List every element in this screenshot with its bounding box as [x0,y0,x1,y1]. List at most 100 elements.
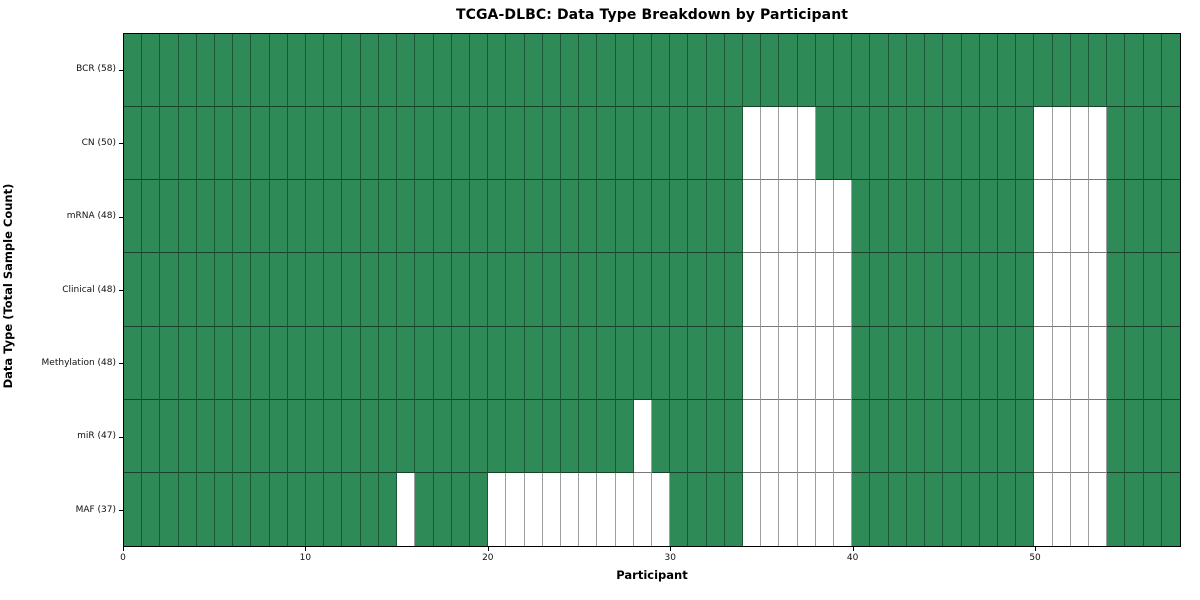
heatmap-cell-CN-21 [506,107,525,181]
heatmap-cell-BCR-17 [433,34,452,108]
heatmap-cell-BCR-13 [360,34,379,108]
heatmap-cell-miR-21 [506,399,525,473]
heatmap-cell-Methylation-44 [925,326,944,400]
heatmap-cell-Methylation-6 [233,326,252,400]
heatmap-cell-BCR-12 [342,34,361,108]
heatmap-cell-mRNA-19 [469,180,489,254]
heatmap-cell-CN-51 [1052,107,1071,181]
heatmap-cell-miR-5 [215,399,234,473]
heatmap-cell-CN-9 [287,107,307,181]
heatmap-cell-mRNA-17 [433,180,452,254]
heatmap-cell-mRNA-56 [1143,180,1162,254]
heatmap-cell-BCR-47 [979,34,998,108]
heatmap-cell-CN-55 [1125,107,1144,181]
heatmap-cell-BCR-3 [178,34,197,108]
heatmap-cell-MAF-5 [215,472,234,546]
heatmap-cell-mRNA-33 [724,180,744,254]
x-tick-label-20: 20 [482,553,494,563]
heatmap-cell-Methylation-3 [178,326,197,400]
heatmap-cell-mRNA-24 [560,180,580,254]
heatmap-cell-mRNA-28 [633,180,652,254]
heatmap-cell-MAF-41 [870,472,889,546]
heatmap-cell-CN-43 [906,107,926,181]
heatmap-cell-Clinical-23 [542,253,561,327]
heatmap-cell-miR-3 [178,399,197,473]
heatmap-cell-BCR-35 [761,34,780,108]
heatmap-cell-BCR-57 [1161,34,1180,108]
heatmap-cell-CN-17 [433,107,452,181]
heatmap-cell-miR-22 [524,399,543,473]
heatmap-cell-Methylation-24 [560,326,580,400]
heatmap-cell-CN-31 [688,107,707,181]
heatmap-cell-miR-13 [360,399,379,473]
heatmap-cell-Clinical-55 [1125,253,1144,327]
heatmap-cell-mRNA-35 [761,180,780,254]
heatmap-cell-CN-11 [324,107,343,181]
heatmap-cell-mRNA-27 [615,180,634,254]
heatmap-cell-MAF-24 [560,472,580,546]
heatmap-cell-mRNA-55 [1125,180,1144,254]
heatmap-cell-mRNA-20 [488,180,507,254]
x-tick-50 [1035,547,1037,551]
plot-area: Present Absent [123,33,1181,547]
heatmap-cell-BCR-31 [688,34,707,108]
heatmap-cell-BCR-53 [1088,34,1108,108]
heatmap-cell-Clinical-1 [142,253,161,327]
heatmap-cell-Methylation-39 [834,326,853,400]
x-tick-0 [123,547,124,551]
heatmap-cell-Clinical-34 [743,253,762,327]
heatmap-cell-miR-4 [196,399,216,473]
heatmap-cell-BCR-48 [997,34,1017,108]
y-tick-MAF [119,510,123,512]
heatmap-cell-Methylation-23 [542,326,561,400]
heatmap-cell-Methylation-30 [670,326,689,400]
heatmap-cell-CN-24 [560,107,580,181]
heatmap-cell-Methylation-40 [852,326,871,400]
heatmap-cell-Clinical-37 [797,253,816,327]
heatmap-cell-CN-12 [342,107,361,181]
heatmap-cell-Clinical-56 [1143,253,1162,327]
heatmap-cell-Clinical-3 [178,253,197,327]
heatmap-cell-CN-10 [306,107,325,181]
heatmap-cell-mRNA-25 [579,180,598,254]
heatmap-cell-BCR-36 [779,34,798,108]
heatmap-cell-mRNA-1 [142,180,161,254]
heatmap-cell-MAF-38 [815,472,835,546]
heatmap-cell-MAF-29 [651,472,671,546]
heatmap-cell-BCR-34 [743,34,762,108]
heatmap-cell-MAF-30 [670,472,689,546]
heatmap-cell-Methylation-2 [160,326,179,400]
heatmap-cell-CN-26 [597,107,616,181]
heatmap-cell-Methylation-54 [1107,326,1126,400]
heatmap-cell-BCR-45 [943,34,962,108]
heatmap-cell-CN-5 [215,107,234,181]
x-axis-label: Participant [616,568,688,582]
x-tick-10 [305,547,307,551]
heatmap-cell-miR-1 [142,399,161,473]
heatmap-cell-MAF-47 [979,472,998,546]
y-tick-label-Clinical: Clinical (48) [62,284,116,295]
heatmap-cell-miR-29 [651,399,671,473]
heatmap-cell-BCR-56 [1143,34,1162,108]
heatmap-cell-CN-47 [979,107,998,181]
heatmap-cell-Methylation-10 [306,326,325,400]
heatmap-cell-MAF-53 [1088,472,1108,546]
heatmap-cell-Methylation-38 [815,326,835,400]
heatmap-cell-Methylation-41 [870,326,889,400]
heatmap-cell-BCR-25 [579,34,598,108]
heatmap-cell-MAF-54 [1107,472,1126,546]
x-tick-30 [670,547,672,551]
heatmap-cell-mRNA-2 [160,180,179,254]
heatmap-cell-Clinical-9 [287,253,307,327]
heatmap-cell-BCR-26 [597,34,616,108]
heatmap-cell-Clinical-41 [870,253,889,327]
heatmap-cell-CN-2 [160,107,179,181]
heatmap-cell-Methylation-26 [597,326,616,400]
heatmap-cell-mRNA-46 [961,180,980,254]
heatmap-cell-MAF-39 [834,472,853,546]
heatmap-cell-mRNA-4 [196,180,216,254]
heatmap-cell-Clinical-52 [1070,253,1089,327]
heatmap-cell-miR-31 [688,399,707,473]
heatmap-cell-miR-46 [961,399,980,473]
